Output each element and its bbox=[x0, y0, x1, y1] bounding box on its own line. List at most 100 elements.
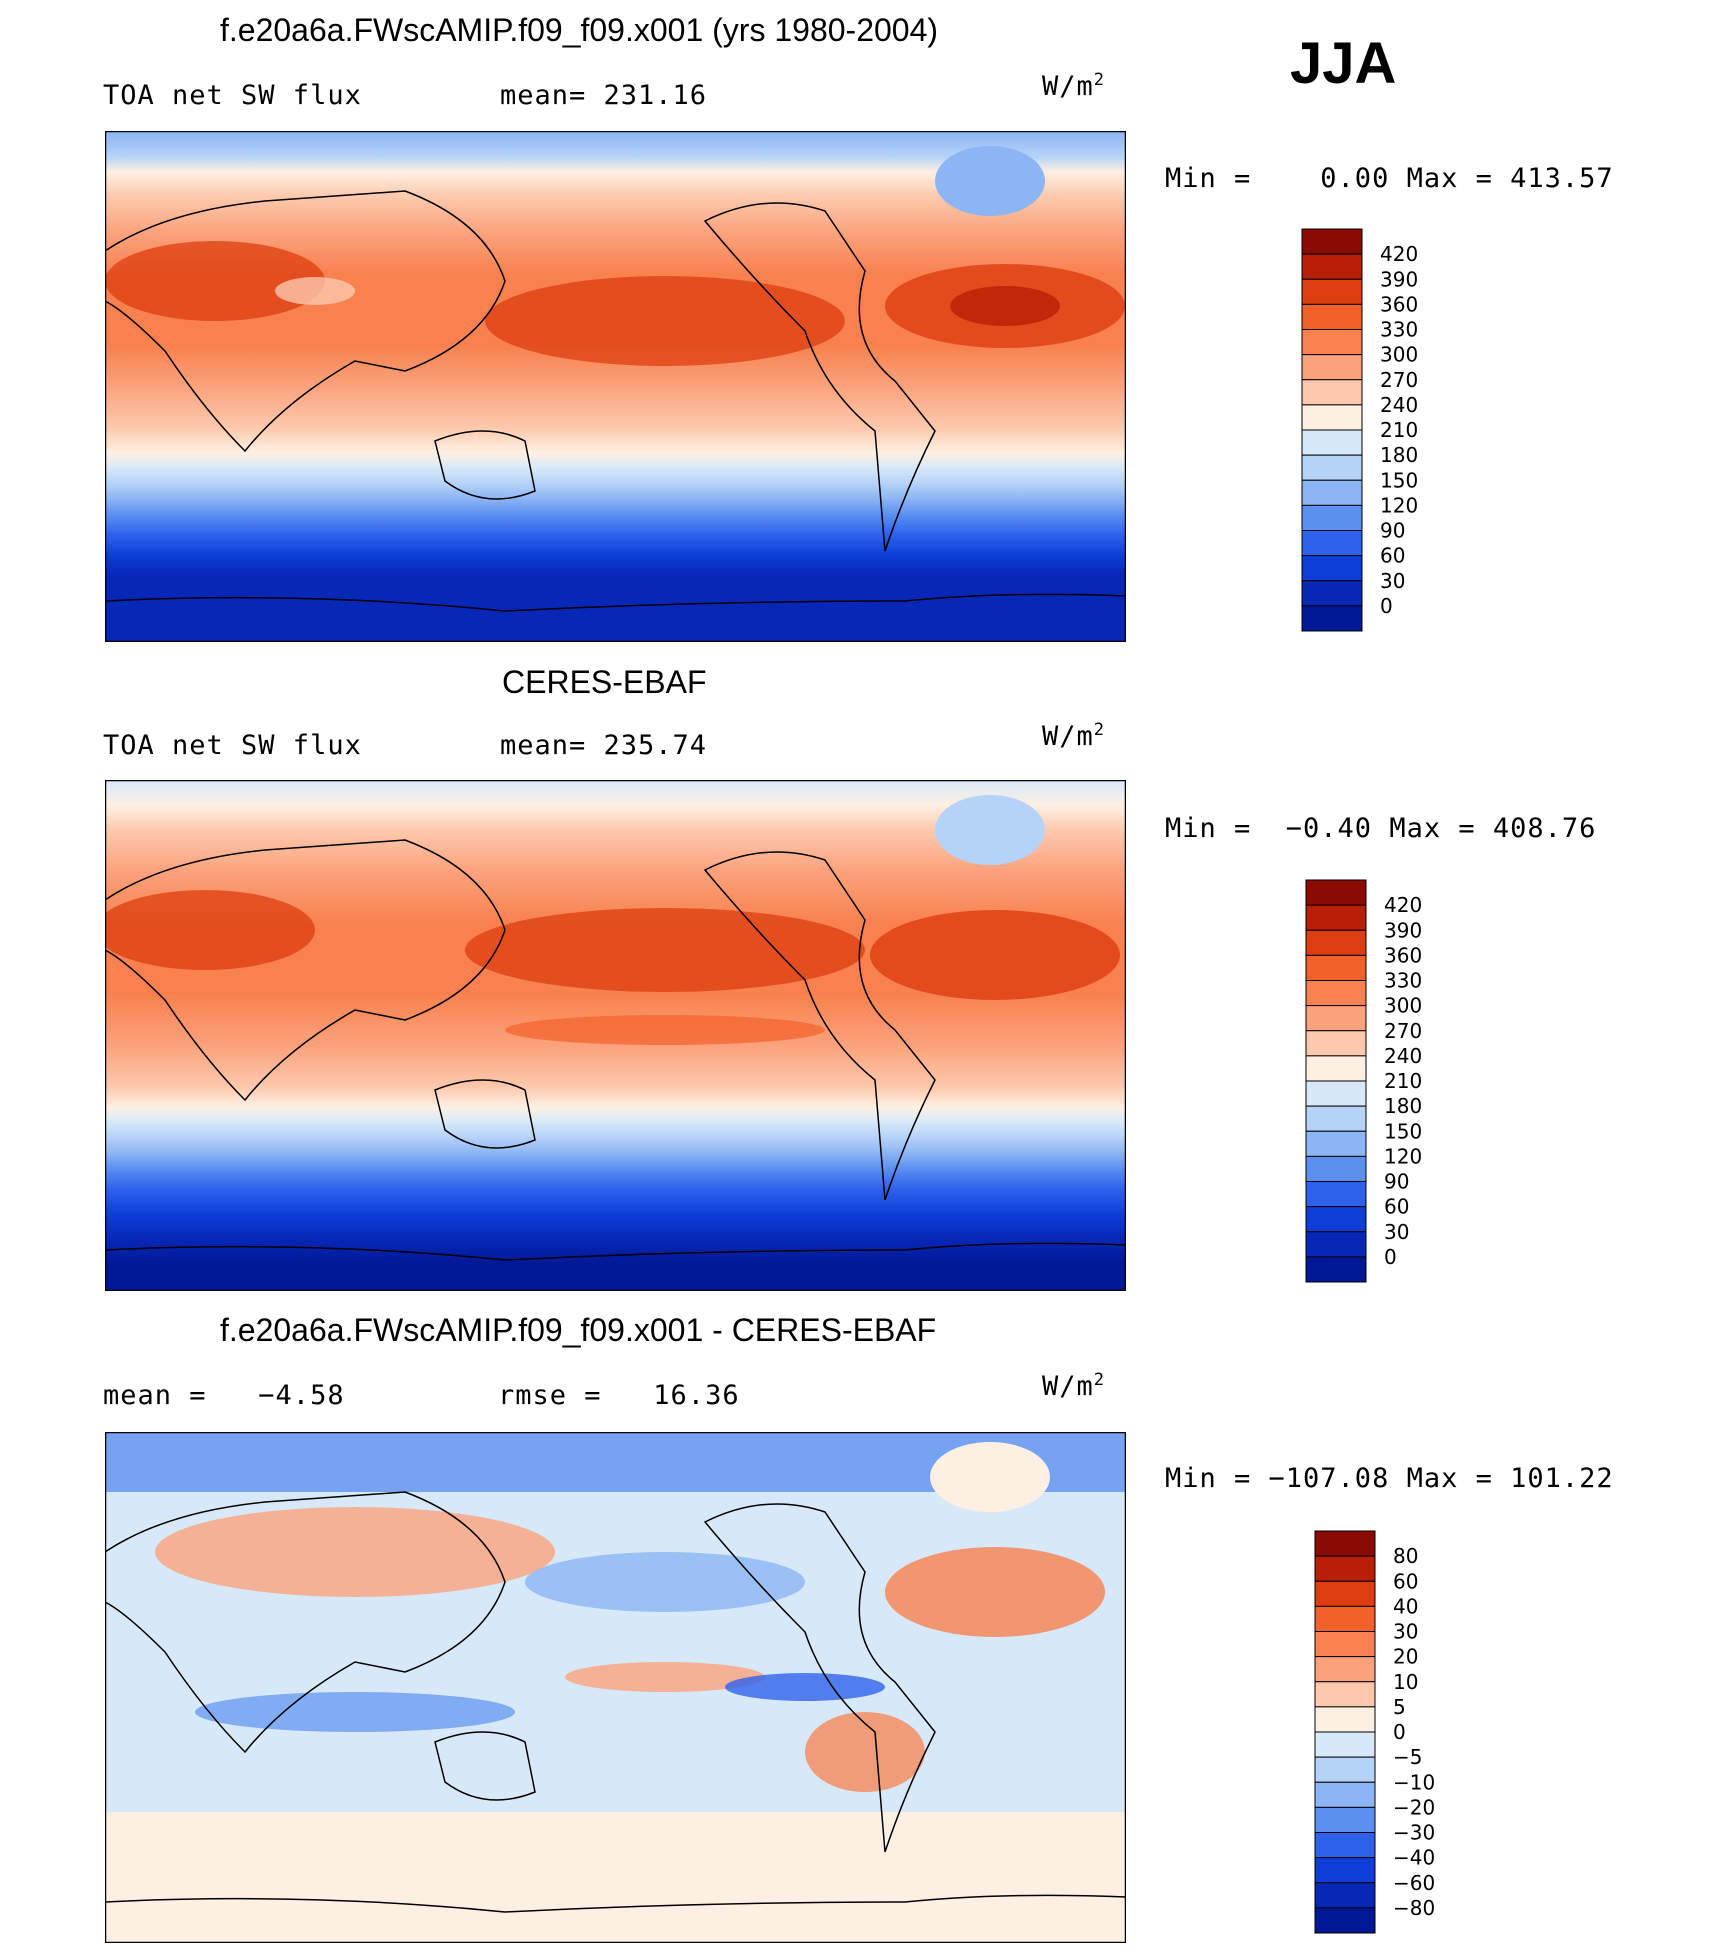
colorbar-tick-label: −5 bbox=[1393, 1745, 1422, 1769]
colorbar-tick-label: 300 bbox=[1380, 343, 1418, 367]
panel3-coast-australia bbox=[434, 1731, 536, 1801]
colorbar-swatch bbox=[1305, 1080, 1367, 1107]
colorbar-swatch bbox=[1314, 1806, 1376, 1833]
colorbar-swatch bbox=[1305, 1030, 1367, 1057]
colorbar-tick-label: 240 bbox=[1384, 1044, 1422, 1068]
colorbar-tick-label: 80 bbox=[1393, 1544, 1418, 1568]
colorbar-swatch bbox=[1301, 555, 1363, 582]
colorbar-swatch bbox=[1301, 278, 1363, 305]
panel2-map bbox=[105, 780, 1126, 1291]
colorbar-swatch bbox=[1314, 1731, 1376, 1758]
colorbar-tick-label: 30 bbox=[1384, 1220, 1409, 1244]
colorbar-tick-label: 120 bbox=[1380, 493, 1418, 517]
panel3-rmse-label: rmse = 16.36 bbox=[498, 1380, 740, 1411]
colorbar-swatch bbox=[1305, 929, 1367, 956]
panel1-map bbox=[105, 131, 1126, 642]
colorbar-tick-label: −80 bbox=[1393, 1896, 1435, 1920]
colorbar-swatch bbox=[1305, 1055, 1367, 1082]
panel1-variable-label: TOA net SW flux bbox=[103, 80, 362, 111]
panel1-coast-antarctica bbox=[105, 593, 1126, 612]
panel2-coast-antarctica bbox=[105, 1242, 1126, 1261]
panel1-hotspot-pacific bbox=[485, 276, 845, 366]
season-label: JJA bbox=[1290, 31, 1397, 96]
colorbar-swatch bbox=[1301, 479, 1363, 506]
panel2-mean-label: mean= 235.74 bbox=[500, 730, 708, 761]
colorbar-swatch bbox=[1301, 429, 1363, 456]
colorbar-tick-label: 40 bbox=[1393, 1594, 1418, 1618]
colorbar-swatch bbox=[1314, 1681, 1376, 1708]
colorbar-swatch bbox=[1301, 530, 1363, 557]
panel1-core-atlantic bbox=[950, 286, 1060, 326]
colorbar-tick-label: −10 bbox=[1393, 1770, 1435, 1794]
colorbar-swatch bbox=[1301, 580, 1363, 607]
colorbar-tick-label: 90 bbox=[1384, 1170, 1409, 1194]
panel2-coast-eurasia bbox=[105, 839, 506, 1102]
colorbar-swatch bbox=[1314, 1631, 1376, 1658]
colorbar-tick-label: 0 bbox=[1380, 594, 1393, 618]
panel1-mean-label: mean= 231.16 bbox=[500, 80, 708, 111]
colorbar-tick-label: 300 bbox=[1384, 994, 1422, 1018]
colorbar-tick-label: 120 bbox=[1384, 1144, 1422, 1168]
colorbar-tick-label: 60 bbox=[1393, 1569, 1418, 1593]
colorbar-tick-label: 360 bbox=[1380, 292, 1418, 316]
colorbar-swatch bbox=[1314, 1756, 1376, 1783]
panel3-mean-label: mean = −4.58 bbox=[103, 1380, 345, 1411]
colorbar-swatch bbox=[1314, 1857, 1376, 1884]
colorbar-tick-label: 420 bbox=[1380, 242, 1418, 266]
panel3-coast-americas bbox=[703, 1503, 936, 1853]
panel3-pacific-warm bbox=[565, 1662, 765, 1692]
colorbar-swatch bbox=[1301, 329, 1363, 356]
colorbar-tick-label: 420 bbox=[1384, 893, 1422, 917]
colorbar-tick-label: 10 bbox=[1393, 1670, 1418, 1694]
panel3-indian-cool bbox=[195, 1692, 515, 1732]
panel1-title: f.e20a6a.FWscAMIP.f09_f09.x001 (yrs 1980… bbox=[220, 12, 939, 48]
panel1-frame bbox=[105, 131, 1126, 642]
colorbar-tick-label: 390 bbox=[1380, 267, 1418, 291]
panel2-coast-americas bbox=[703, 851, 936, 1201]
colorbar-tick-label: −60 bbox=[1393, 1871, 1435, 1895]
panel2-hotspot-pacific bbox=[465, 908, 865, 992]
panel3-se-pacific-warm bbox=[805, 1712, 925, 1792]
colorbar-swatch bbox=[1314, 1832, 1376, 1859]
colorbar-swatch bbox=[1305, 1005, 1367, 1032]
colorbar-tick-label: 30 bbox=[1393, 1620, 1418, 1644]
panel1-coast-americas bbox=[703, 202, 936, 552]
panel2-coast-australia bbox=[434, 1079, 536, 1149]
panel3-coast-antarctica bbox=[105, 1894, 1126, 1913]
colorbar-swatch bbox=[1305, 980, 1367, 1007]
colorbar-tick-label: 270 bbox=[1384, 1019, 1422, 1043]
panel1-field bbox=[105, 131, 1126, 642]
panel3-greenland bbox=[930, 1442, 1050, 1512]
panel2-frame bbox=[105, 780, 1126, 1291]
colorbar-tick-label: 210 bbox=[1384, 1069, 1422, 1093]
colorbar-tick-label: 30 bbox=[1380, 569, 1405, 593]
panel1-units-label: W/m2 bbox=[1042, 70, 1106, 102]
panel3-map bbox=[105, 1432, 1126, 1943]
colorbar-tick-label: 270 bbox=[1380, 368, 1418, 392]
colorbar-tick-label: 0 bbox=[1393, 1720, 1406, 1744]
colorbar-swatch bbox=[1314, 1656, 1376, 1683]
panel1-coast-eurasia bbox=[105, 190, 506, 453]
colorbar-swatch bbox=[1301, 354, 1363, 381]
colorbar-swatch bbox=[1301, 454, 1363, 481]
colorbar-tick-label: −20 bbox=[1393, 1795, 1435, 1819]
panel1-coast-australia bbox=[434, 430, 536, 500]
panel1-hotspot-mideast bbox=[105, 241, 325, 321]
colorbar-swatch bbox=[1305, 1105, 1367, 1132]
colorbar-tick-label: 330 bbox=[1380, 318, 1418, 342]
colorbar-swatch bbox=[1305, 904, 1367, 931]
panel3-title: f.e20a6a.FWscAMIP.f09_f09.x001 - CERES-E… bbox=[220, 1312, 937, 1348]
colorbar-tick-label: −30 bbox=[1393, 1821, 1435, 1845]
colorbar-swatch bbox=[1301, 228, 1363, 255]
colorbar-swatch bbox=[1305, 954, 1367, 981]
colorbar-tick-label: 390 bbox=[1384, 918, 1422, 942]
colorbar-swatch bbox=[1301, 379, 1363, 406]
panel3-itcz-cool bbox=[725, 1673, 885, 1701]
panel3-pacific-cool bbox=[525, 1552, 805, 1612]
colorbar-swatch bbox=[1314, 1882, 1376, 1909]
panel3-eurasia-warm bbox=[155, 1507, 555, 1597]
colorbar-swatch bbox=[1305, 1130, 1367, 1157]
panel3-atlantic-warm bbox=[885, 1547, 1105, 1637]
